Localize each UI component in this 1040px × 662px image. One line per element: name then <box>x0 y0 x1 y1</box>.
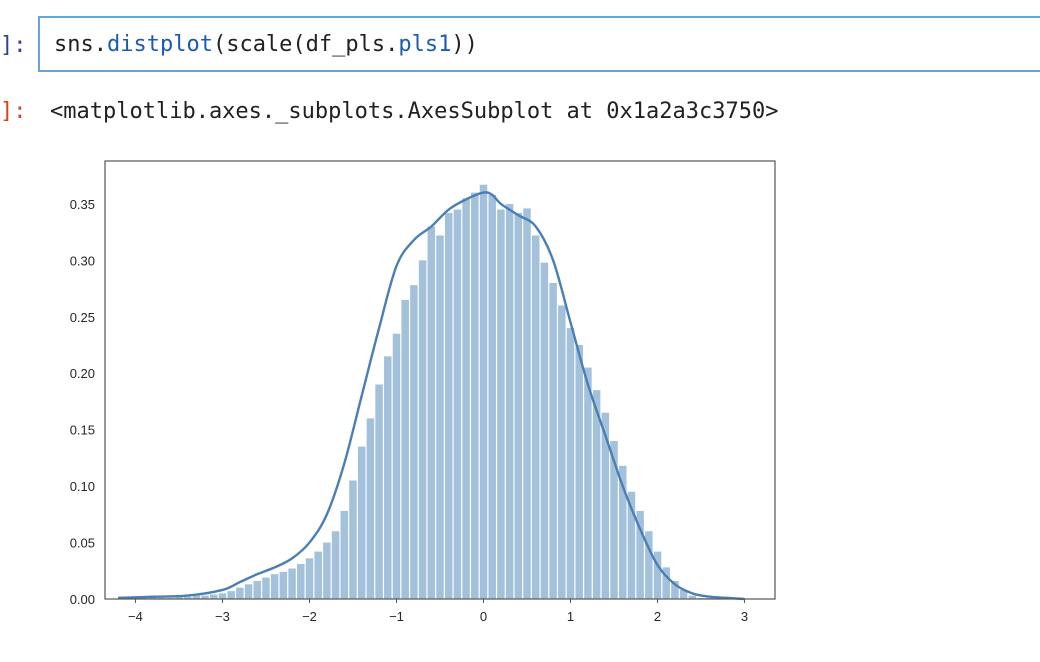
output-prompt: ]: <box>0 99 27 124</box>
histogram-bar <box>253 580 262 599</box>
histogram-bar <box>401 299 409 599</box>
histogram-bar <box>627 491 636 599</box>
histogram-bar <box>462 198 470 600</box>
histogram-bar <box>340 510 349 599</box>
y-tick-label: 0.15 <box>70 423 95 438</box>
histogram-bar <box>671 580 679 599</box>
kde-line <box>118 191 745 601</box>
histogram-bar <box>192 595 201 599</box>
histogram-bar <box>610 440 618 599</box>
histogram-bar <box>514 212 523 599</box>
histogram-bar <box>549 282 557 599</box>
histogram-bar <box>540 262 549 599</box>
histogram-bar <box>679 589 688 599</box>
histogram-bar <box>392 333 401 599</box>
histogram-bar <box>488 194 496 600</box>
histogram-bar <box>183 596 192 599</box>
y-tick-label: 0.00 <box>70 592 95 607</box>
histogram-bar <box>175 596 183 599</box>
histogram-bar <box>531 235 540 599</box>
histogram-bar <box>653 551 662 599</box>
histogram-bar <box>523 208 531 600</box>
histogram-bar <box>366 418 375 599</box>
histogram-bar <box>201 595 209 599</box>
code-attribute: pls1 <box>398 32 452 57</box>
histogram-bar <box>210 594 218 599</box>
histogram-bar <box>384 356 392 599</box>
x-tick-label: −1 <box>389 609 404 624</box>
code-middle: (scale(df_pls. <box>212 32 399 57</box>
y-tick-label: 0.20 <box>70 366 95 381</box>
histogram-bar <box>236 587 244 599</box>
code-cell-input[interactable]: sns.distplot(scale(df_pls.pls1)) <box>38 16 1040 72</box>
histogram-bar <box>297 564 305 599</box>
y-axis: 0.00 0.05 0.10 0.15 0.20 0.25 0.30 0.35 <box>70 197 95 607</box>
x-tick-label: 2 <box>654 609 661 624</box>
histogram-bar <box>314 551 322 599</box>
x-tick-label: −4 <box>128 609 143 624</box>
x-tick-label: 0 <box>480 609 487 624</box>
code-line[interactable]: sns.distplot(scale(df_pls.pls1)) <box>54 32 478 57</box>
y-tick-label: 0.35 <box>70 197 95 212</box>
histogram-bar <box>645 531 653 599</box>
histogram-bars <box>123 184 714 600</box>
x-tick-label: −3 <box>215 609 230 624</box>
histogram-bar <box>331 531 340 599</box>
histogram-bar <box>479 184 488 599</box>
histogram-bar <box>444 212 453 599</box>
histogram-bar <box>305 558 314 599</box>
distplot-chart: −4 −3 −2 −1 0 1 2 3 0.00 0.05 0.10 0.15 0.20 0.25 0.3… <box>70 160 776 624</box>
y-tick-label: 0.30 <box>70 253 95 268</box>
input-prompt: ]: <box>0 33 27 58</box>
histogram-bar <box>688 595 697 599</box>
histogram-bar <box>584 367 592 599</box>
x-axis: −4 −3 −2 −1 0 1 2 3 <box>128 599 748 624</box>
histogram-bar <box>575 345 583 599</box>
y-tick-label: 0.10 <box>70 479 95 494</box>
histogram-bar <box>662 567 670 599</box>
histogram-bar <box>357 446 366 599</box>
code-suffix: )) <box>451 32 478 57</box>
histogram-bar <box>279 571 288 599</box>
histogram-bar <box>218 593 227 599</box>
x-tick-label: 1 <box>567 609 574 624</box>
histogram-bar <box>471 192 479 599</box>
x-tick-label: −2 <box>302 609 317 624</box>
histogram-bar <box>601 412 610 599</box>
histogram-bar <box>410 285 418 599</box>
code-function: distplot <box>106 32 213 57</box>
histogram-bar <box>288 568 296 599</box>
x-tick-label: 3 <box>741 609 748 624</box>
histogram-bar <box>227 591 235 599</box>
histogram-bar <box>244 584 253 599</box>
histogram-bar <box>436 235 444 599</box>
histogram-bar <box>349 480 357 599</box>
histogram-bar <box>270 574 279 599</box>
histogram-bar <box>558 305 566 599</box>
histogram-bar <box>592 390 601 599</box>
code-prefix: sns. <box>54 32 107 57</box>
y-tick-label: 0.05 <box>70 536 95 551</box>
y-tick-label: 0.25 <box>70 310 95 325</box>
histogram-bar <box>566 328 575 599</box>
histogram-bar <box>323 542 331 599</box>
histogram-bar <box>453 209 462 599</box>
histogram-bar <box>636 510 644 599</box>
histogram-bar <box>262 577 270 599</box>
histogram-bar <box>427 226 436 599</box>
histogram-bar <box>375 384 383 599</box>
axes-frame <box>104 160 776 600</box>
histogram-bar <box>497 209 505 599</box>
output-repr: <matplotlib.axes._subplots.AxesSubplot a… <box>50 99 779 124</box>
histogram-bar <box>418 260 427 599</box>
histogram-bar <box>618 465 627 599</box>
histogram-bar <box>505 203 514 599</box>
